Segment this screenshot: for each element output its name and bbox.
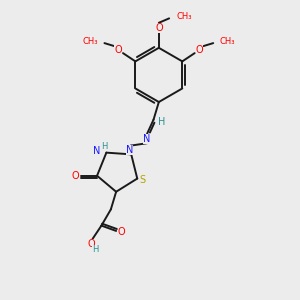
Text: S: S: [140, 175, 146, 185]
Text: H: H: [92, 245, 98, 254]
Text: CH₃: CH₃: [220, 37, 236, 46]
Text: O: O: [155, 23, 163, 33]
Text: O: O: [115, 45, 122, 55]
Text: CH₃: CH₃: [82, 37, 98, 46]
Text: H: H: [158, 117, 166, 127]
Text: CH₃: CH₃: [176, 12, 192, 21]
Text: N: N: [143, 134, 150, 144]
Text: N: N: [92, 146, 100, 157]
Text: O: O: [87, 239, 95, 249]
Text: H: H: [101, 142, 107, 151]
Text: N: N: [126, 145, 133, 155]
Text: O: O: [118, 227, 125, 237]
Text: O: O: [196, 45, 203, 55]
Text: O: O: [72, 171, 80, 181]
